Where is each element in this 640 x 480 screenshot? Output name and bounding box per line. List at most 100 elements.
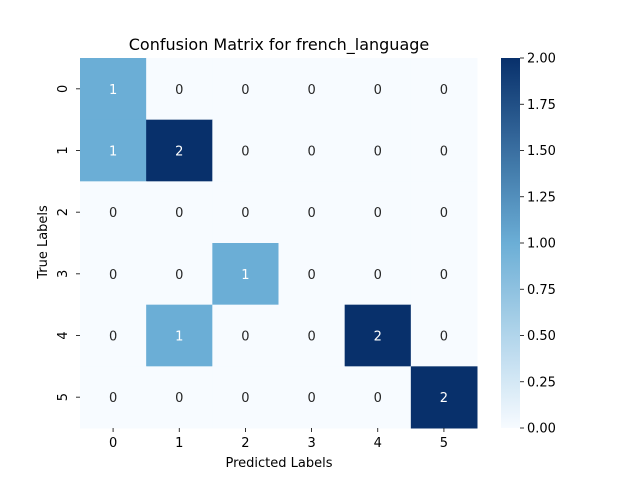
cell-value-label: 0 <box>307 268 315 283</box>
cell-value-label: 0 <box>440 330 448 345</box>
cell-value-label: 0 <box>307 83 315 98</box>
heatmap-cell <box>278 119 346 182</box>
cell-value-label: 0 <box>307 330 315 345</box>
cell-value-label: 0 <box>307 145 315 160</box>
heatmap-cell <box>278 181 346 244</box>
heatmap-cell <box>410 119 478 182</box>
heatmap-cell <box>278 58 346 121</box>
heatmap-cell <box>344 243 412 306</box>
colorbar-tick-label: 0.00 <box>527 422 556 437</box>
cell-value-label: 0 <box>440 83 448 98</box>
heatmap-cell <box>344 366 412 429</box>
heatmap-cell <box>278 366 346 429</box>
cell-value-label: 2 <box>440 391 448 406</box>
heatmap-cell <box>344 119 412 182</box>
heatmap-cell <box>212 181 279 244</box>
heatmap-cell <box>80 366 147 429</box>
x-tick-label: 1 <box>175 436 183 451</box>
cell-value-label: 0 <box>241 83 249 98</box>
x-tick-label: 0 <box>109 436 117 451</box>
cell-value-label: 0 <box>307 206 315 221</box>
cell-value-label: 0 <box>109 330 117 345</box>
cell-value-label: 1 <box>241 268 249 283</box>
heatmap-cell <box>344 304 412 367</box>
cell-value-label: 1 <box>175 330 183 345</box>
colorbar-tick-label: 1.00 <box>527 237 556 252</box>
heatmap-cell <box>278 304 346 367</box>
cell-value-label: 0 <box>109 206 117 221</box>
x-tick-label: 3 <box>307 436 315 451</box>
cell-value-label: 1 <box>109 145 117 160</box>
heatmap-cell <box>212 366 279 429</box>
cell-value-label: 0 <box>175 391 183 406</box>
heatmap-cells: 1 0 0 0 0 0 1 2 0 0 0 0 0 0 0 0 0 0 0 0 1 0 0 0 0 1 0 0 2 0 0 0 0 0 0 2 <box>80 58 478 429</box>
cell-value-label: 0 <box>440 145 448 160</box>
x-axis-ticks: 0 1 2 3 4 5 <box>109 428 448 451</box>
heatmap-cell <box>410 181 478 244</box>
colorbar-tick-label: 0.50 <box>527 329 556 344</box>
colorbar-tick-label: 0.75 <box>527 283 556 298</box>
y-tick-label: 2 <box>56 208 71 216</box>
heatmap-cell <box>410 243 478 306</box>
cell-value-label: 0 <box>175 268 183 283</box>
cell-value-label: 0 <box>374 206 382 221</box>
cell-value-label: 1 <box>109 83 117 98</box>
heatmap-cell <box>410 58 478 121</box>
y-tick-label: 3 <box>56 270 71 278</box>
cell-value-label: 0 <box>374 391 382 406</box>
heatmap-cell <box>146 181 213 244</box>
x-tick-label: 4 <box>374 436 382 451</box>
heatmap-cell <box>80 119 147 182</box>
heatmap-cell <box>212 243 279 306</box>
heatmap-cell <box>80 304 147 367</box>
heatmap-cell <box>212 58 279 121</box>
cell-value-label: 0 <box>241 145 249 160</box>
cell-value-label: 0 <box>109 268 117 283</box>
heatmap-cell <box>344 181 412 244</box>
cell-value-label: 0 <box>175 206 183 221</box>
cell-value-label: 0 <box>241 206 249 221</box>
y-tick-label: 5 <box>56 393 71 401</box>
cell-value-label: 0 <box>440 268 448 283</box>
colorbar: 0.00 0.25 0.50 0.75 1.00 1.25 1.50 1.75 2.00 <box>501 52 556 437</box>
y-tick-label: 0 <box>56 85 71 93</box>
cell-value-label: 0 <box>440 206 448 221</box>
heatmap-cell <box>146 58 213 121</box>
chart-title: Confusion Matrix for french_language <box>129 35 430 55</box>
y-tick-label: 4 <box>56 331 71 339</box>
colorbar-tick-label: 1.25 <box>527 190 556 205</box>
heatmap-cell <box>410 304 478 367</box>
x-axis-label: Predicted Labels <box>225 456 332 471</box>
heatmap-cell <box>146 366 213 429</box>
heatmap-cell <box>212 304 279 367</box>
heatmap-cell <box>410 366 478 429</box>
heatmap-cell <box>146 243 213 306</box>
colorbar-tick-label: 1.50 <box>527 144 556 159</box>
cell-value-label: 0 <box>374 268 382 283</box>
heatmap-cell <box>278 243 346 306</box>
colorbar-tick-label: 2.00 <box>527 52 556 67</box>
x-tick-label: 5 <box>440 436 448 451</box>
cell-value-label: 0 <box>109 391 117 406</box>
heatmap-cell <box>212 119 279 182</box>
heatmap-cell <box>146 119 213 182</box>
cell-value-label: 0 <box>241 330 249 345</box>
heatmap-cell <box>344 58 412 121</box>
x-tick-label: 2 <box>241 436 249 451</box>
cell-value-label: 0 <box>374 145 382 160</box>
y-axis-label: True Labels <box>36 205 51 280</box>
colorbar-tick-label: 1.75 <box>527 98 556 113</box>
cell-value-label: 2 <box>175 145 183 160</box>
cell-value-label: 0 <box>241 391 249 406</box>
y-tick-label: 1 <box>56 146 71 154</box>
heatmap-cell <box>80 181 147 244</box>
cell-value-label: 2 <box>374 330 382 345</box>
cell-value-label: 0 <box>374 83 382 98</box>
heatmap-cell <box>146 304 213 367</box>
heatmap-cell <box>80 58 147 121</box>
cell-value-label: 0 <box>175 83 183 98</box>
y-axis-ticks: 0 1 2 3 4 5 <box>56 85 80 401</box>
cell-value-label: 0 <box>307 391 315 406</box>
heatmap-cell <box>80 243 147 306</box>
